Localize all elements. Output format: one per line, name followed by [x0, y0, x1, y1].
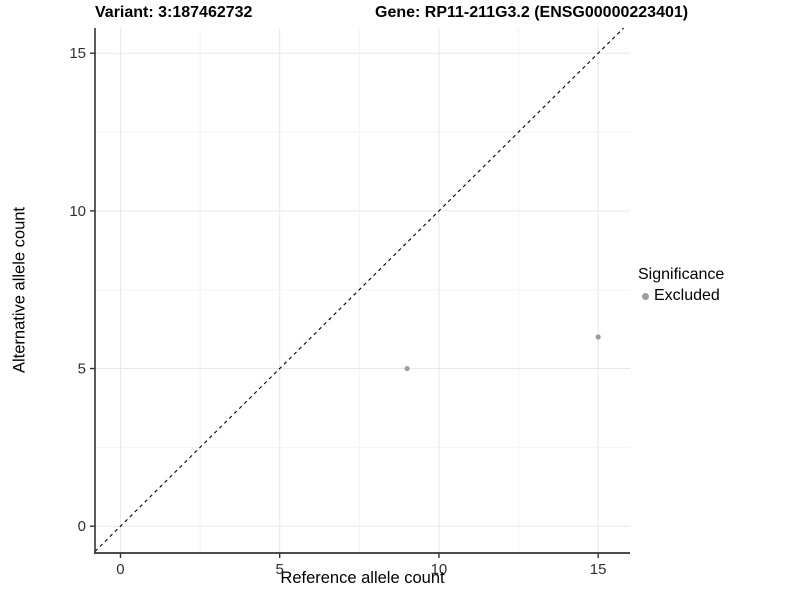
x-tick-label: 0	[116, 561, 124, 578]
x-tick-label: 5	[276, 561, 284, 578]
y-axis-title: Alternative allele count	[10, 206, 29, 374]
legend-title: Significance	[638, 266, 725, 283]
x-tick-label: 10	[431, 561, 448, 578]
identity-line	[94, 27, 625, 552]
legend-item-excluded: Excluded	[638, 287, 724, 305]
y-tick-label: 15	[69, 45, 86, 62]
x-tick-label: 15	[590, 561, 607, 578]
plot-title-variant: Variant: 3:187462732	[95, 4, 253, 21]
x-axis-title: Reference allele count	[280, 569, 445, 587]
circle-icon	[642, 292, 649, 300]
legend-item-label: Excluded	[654, 287, 720, 304]
y-tick-label: 0	[78, 518, 86, 535]
plot-title-gene: Gene: RP11-211G3.2 (ENSG00000223401)	[375, 4, 689, 21]
data-point	[595, 334, 601, 340]
data-point	[404, 365, 410, 372]
y-tick-label: 10	[69, 203, 86, 220]
y-tick-label: 5	[78, 361, 86, 378]
legend: Significance Excluded	[638, 266, 724, 305]
